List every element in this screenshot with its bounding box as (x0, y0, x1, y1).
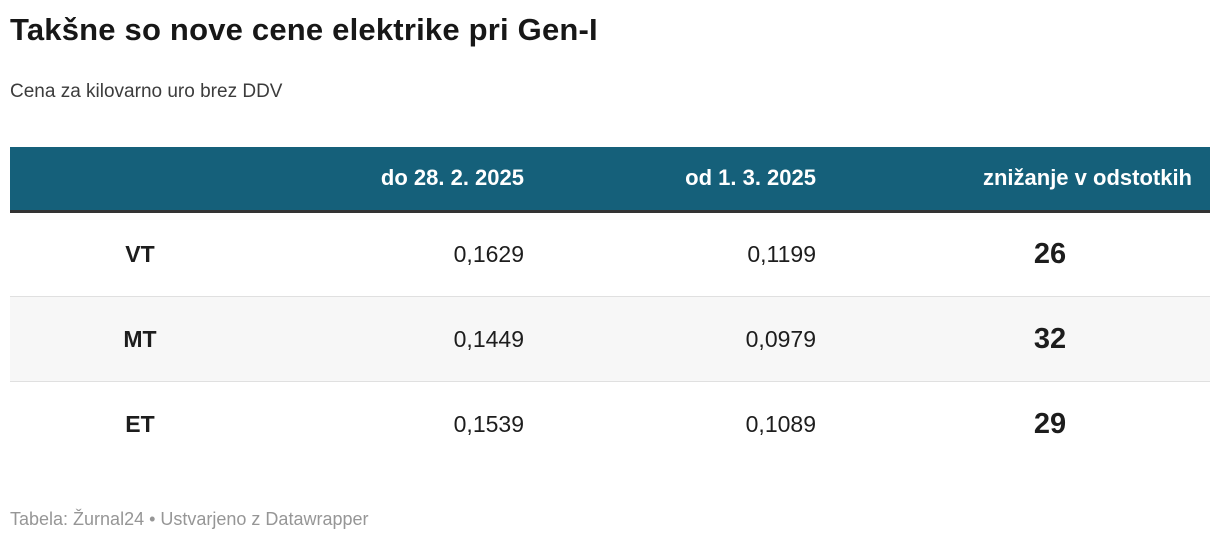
col-header-from: od 1. 3. 2025 (550, 146, 840, 214)
price-until-cell: 0,1539 (453, 410, 524, 437)
table-row-et: ET 0,1539 0,1089 29 (10, 381, 1210, 467)
page-subtitle: Cena za kilovarno uro brez DDV (10, 80, 283, 102)
table-row-vt: VT 0,1629 0,1199 26 (10, 211, 1210, 297)
table-row-mt: MT 0,1449 0,0979 32 (10, 296, 1210, 382)
reduction-cell: 29 (1033, 407, 1067, 440)
price-from-cell: 0,0979 (745, 325, 816, 352)
col-header-until: do 28. 2. 2025 (270, 146, 550, 214)
chart-container: Takšne so nove cene elektrike pri Gen-I … (10, 12, 1210, 529)
reduction-cell: 26 (1033, 238, 1067, 271)
attribution-credit: Tabela: Žurnal24 • Ustvarjeno z Datawrap… (10, 508, 369, 529)
price-from-cell: 0,1089 (745, 410, 816, 437)
row-label: MT (123, 325, 157, 352)
price-table: do 28. 2. 2025 od 1. 3. 2025 znižanje v … (10, 146, 1210, 467)
table-header-row: do 28. 2. 2025 od 1. 3. 2025 znižanje v … (10, 146, 1210, 214)
reduction-cell: 32 (1033, 322, 1067, 355)
row-label: VT (125, 241, 155, 268)
page-title: Takšne so nove cene elektrike pri Gen-I (10, 12, 598, 47)
col-header-empty (10, 146, 270, 214)
price-until-cell: 0,1449 (453, 325, 524, 352)
price-until-cell: 0,1629 (453, 241, 524, 268)
price-from-cell: 0,1199 (747, 241, 816, 268)
row-label: ET (125, 410, 155, 437)
col-header-reduction: znižanje v odstotkih (840, 146, 1210, 214)
